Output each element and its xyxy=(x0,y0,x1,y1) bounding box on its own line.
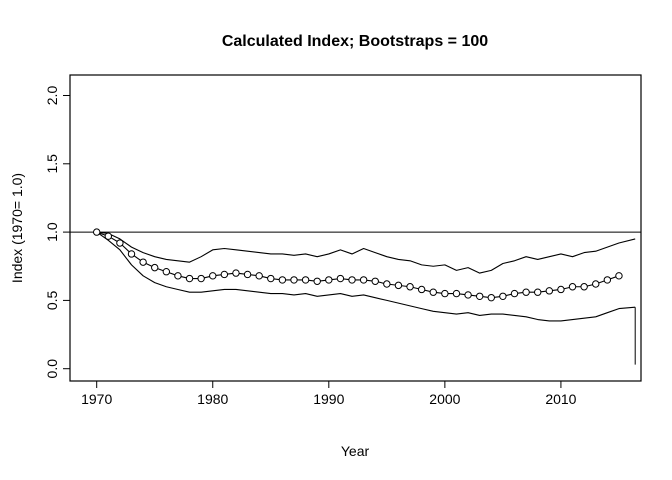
chart-title: Calculated Index; Bootstraps = 100 xyxy=(221,33,489,50)
data-point-marker xyxy=(127,250,136,258)
data-point-marker xyxy=(174,272,182,280)
data-point-marker xyxy=(371,277,379,285)
data-point-marker xyxy=(452,289,461,298)
data-point-marker xyxy=(290,276,298,284)
data-point-marker xyxy=(429,288,437,296)
x-tick-label: 2010 xyxy=(545,391,576,407)
data-point-marker xyxy=(603,276,612,284)
data-point-marker xyxy=(510,289,519,298)
data-point-marker xyxy=(534,288,542,296)
data-point-marker xyxy=(487,293,495,302)
data-point-marker xyxy=(151,263,159,272)
data-point-marker xyxy=(499,292,507,301)
x-tick-label: 2000 xyxy=(429,391,460,407)
data-point-marker xyxy=(301,276,310,284)
data-point-marker xyxy=(116,239,124,247)
data-point-marker xyxy=(359,276,368,284)
data-point-marker xyxy=(417,285,426,294)
y-tick-label: 1.0 xyxy=(44,222,60,242)
data-point-marker xyxy=(475,292,484,301)
data-point-marker xyxy=(615,272,623,280)
data-point-marker xyxy=(232,269,240,277)
data-point-marker xyxy=(278,276,287,284)
data-point-marker xyxy=(267,274,275,283)
data-point-marker xyxy=(336,274,345,283)
x-axis-label: Year xyxy=(340,443,370,459)
y-tick-label: 1.5 xyxy=(44,154,60,174)
data-point-marker xyxy=(406,283,414,291)
x-tick-label: 1990 xyxy=(313,391,344,407)
data-point-marker xyxy=(383,280,391,288)
data-point-marker xyxy=(568,283,577,291)
y-tick-label: 0.0 xyxy=(44,359,60,379)
data-point-marker xyxy=(348,276,356,284)
data-point-marker xyxy=(580,283,588,291)
x-tick-label: 1970 xyxy=(81,391,112,407)
data-point-marker xyxy=(162,268,171,276)
data-point-marker xyxy=(255,272,263,280)
x-tick-label: 1980 xyxy=(197,391,228,407)
data-point-marker xyxy=(197,274,205,283)
data-point-marker xyxy=(464,291,472,299)
data-point-marker xyxy=(441,289,449,298)
data-point-marker xyxy=(522,288,530,296)
data-point-marker xyxy=(104,232,112,240)
data-point-marker xyxy=(545,287,554,295)
data-point-marker xyxy=(139,258,147,266)
y-tick-label: 2.0 xyxy=(44,86,60,106)
series-upper_ci-line xyxy=(96,231,636,274)
plot-border xyxy=(69,74,642,382)
data-point-marker xyxy=(185,274,194,283)
series-index-line xyxy=(96,231,620,299)
y-tick-label: 0.5 xyxy=(44,290,60,310)
series-lower_ci-line xyxy=(96,231,636,322)
data-point-marker xyxy=(220,270,229,279)
data-point-marker xyxy=(243,270,252,279)
data-point-marker xyxy=(209,272,217,280)
data-point-marker xyxy=(592,280,600,288)
data-point-marker xyxy=(313,277,321,285)
data-point-marker xyxy=(394,281,403,290)
data-point-marker xyxy=(557,285,565,294)
data-point-marker xyxy=(92,228,101,236)
data-point-marker xyxy=(325,276,333,284)
